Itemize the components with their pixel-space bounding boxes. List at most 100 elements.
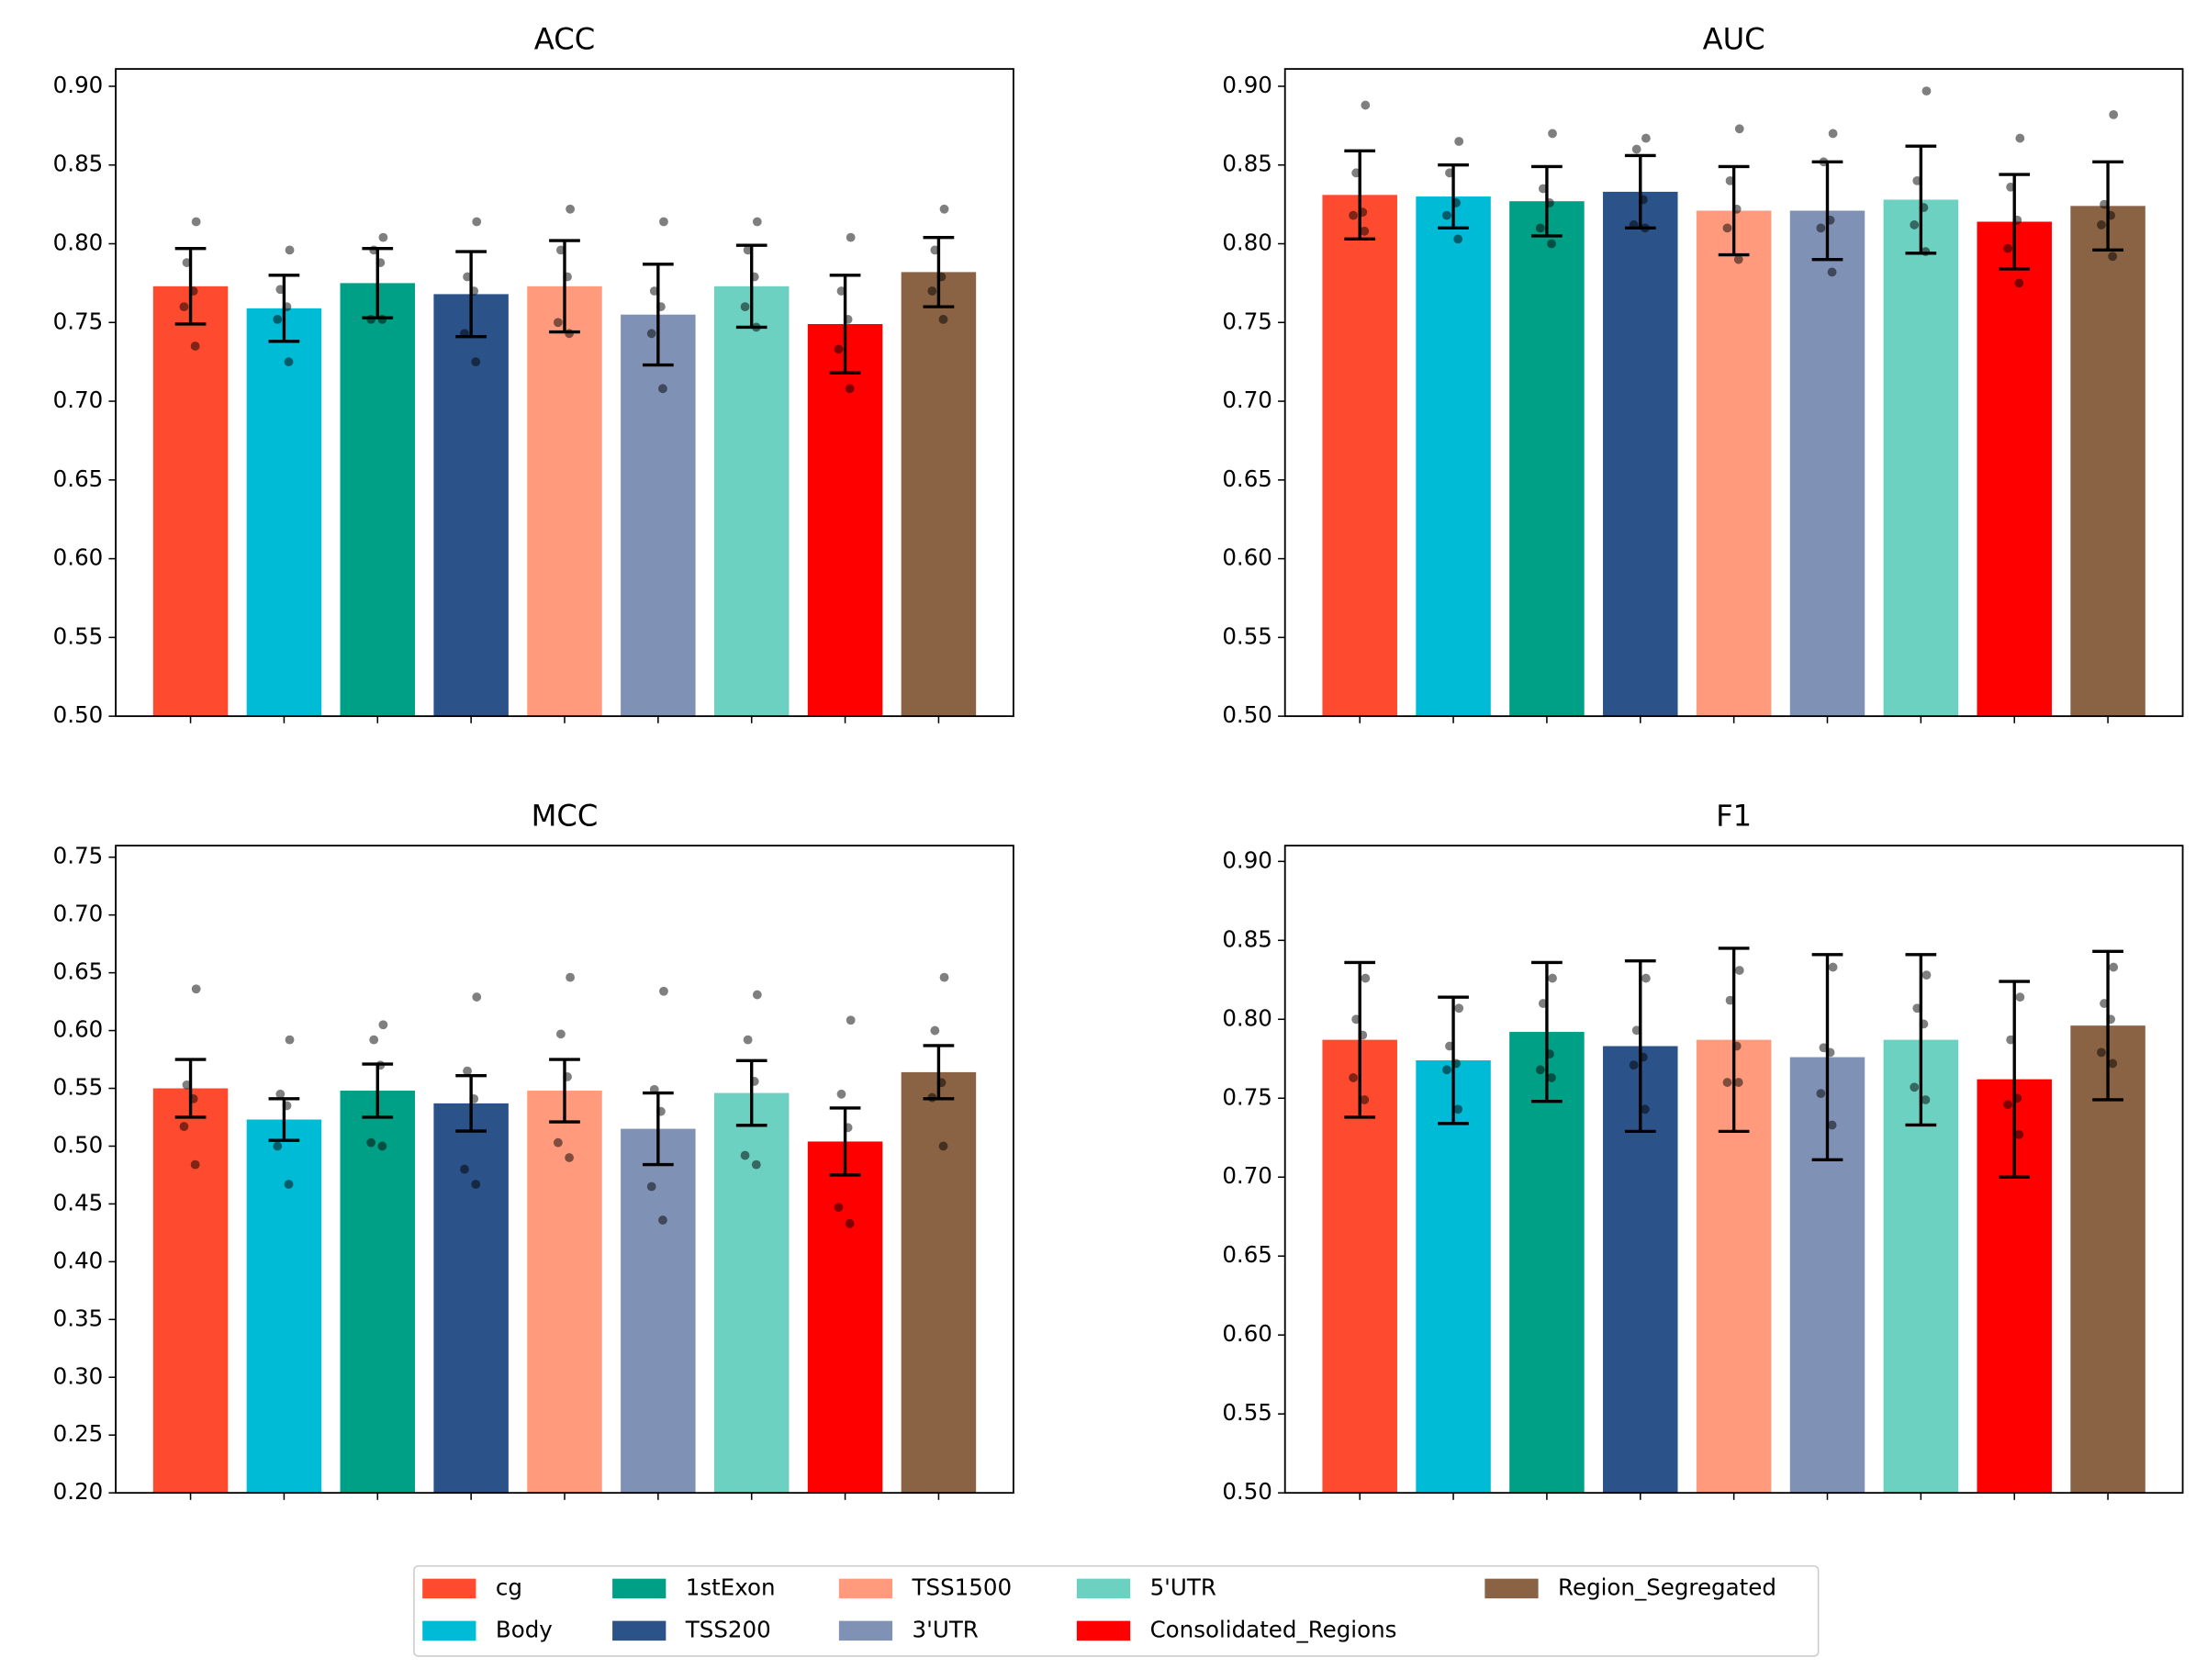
legend: cg Body 1stExon TSS200 TSS1500 3'UTR 5'UTR Cons… <box>413 1565 1820 1657</box>
data-point <box>1454 137 1464 146</box>
y-tick-label: 0.80 <box>53 230 104 256</box>
bar-Body <box>1416 196 1491 717</box>
data-point <box>1910 1082 1920 1092</box>
data-point <box>284 1180 294 1189</box>
data-point <box>740 302 750 312</box>
data-point <box>846 1015 856 1025</box>
data-point <box>460 1164 469 1174</box>
error-bar <box>1999 980 2031 1179</box>
error-bar <box>174 1058 207 1119</box>
data-point <box>1361 100 1371 110</box>
error-bar <box>1438 163 1469 230</box>
legend-label: 3'UTR <box>913 1616 979 1642</box>
error-bar <box>362 1062 394 1119</box>
bar-Body <box>246 1119 322 1494</box>
data-point <box>2003 1100 2012 1110</box>
data-point <box>836 1089 846 1099</box>
data-point <box>1640 1104 1650 1114</box>
error-bar <box>1624 153 1656 230</box>
bar-TSS1500 <box>527 286 602 717</box>
data-point <box>1827 1120 1837 1130</box>
legend-label: cg <box>496 1574 522 1600</box>
data-point <box>471 1180 481 1189</box>
data-point <box>1629 1060 1639 1070</box>
y-tick-label: 0.90 <box>1222 846 1272 873</box>
data-point <box>285 245 295 255</box>
data-point <box>565 1153 574 1162</box>
data-point <box>2109 962 2119 972</box>
y-tick-label: 0.50 <box>53 701 104 728</box>
bar-Body <box>246 308 322 717</box>
bar-1stExon <box>1509 1032 1585 1494</box>
legend-item-5-utr: 5'UTR <box>1076 1574 1216 1600</box>
y-tick-label: 0.80 <box>1222 230 1272 256</box>
data-point <box>1910 220 1920 230</box>
y-tick-label: 0.75 <box>53 843 104 869</box>
bar-TSS1500 <box>1696 210 1772 717</box>
data-point <box>2097 1047 2106 1058</box>
legend-swatch <box>1076 1578 1131 1599</box>
data-point <box>1641 973 1651 983</box>
data-point <box>1535 1065 1545 1075</box>
data-point <box>659 986 668 996</box>
subplot-title: F1 <box>1716 799 1752 834</box>
bar-Region_Segregated <box>901 272 977 717</box>
data-point <box>1733 254 1743 264</box>
data-point <box>463 1066 472 1076</box>
error-bar <box>1531 164 1563 238</box>
data-point <box>1722 1078 1732 1087</box>
data-point <box>1360 226 1370 236</box>
data-point <box>834 1203 844 1213</box>
data-point <box>2003 243 2012 253</box>
data-point <box>2015 992 2025 1002</box>
bar-cg <box>152 286 229 717</box>
error-bar <box>735 1058 767 1127</box>
error-bar <box>2092 160 2123 252</box>
y-tick-label: 0.55 <box>53 1074 104 1101</box>
bar-TSS200 <box>433 294 509 717</box>
error-bar <box>1811 160 1843 262</box>
y-tick-label: 0.85 <box>53 151 104 177</box>
error-bar <box>268 274 300 343</box>
data-point <box>179 302 189 312</box>
y-tick-label: 0.60 <box>1222 544 1272 571</box>
legend-label: TSS1500 <box>912 1574 1012 1600</box>
data-point <box>938 1141 948 1151</box>
legend-item-1stexon: 1stExon <box>612 1574 776 1600</box>
data-point <box>939 204 949 214</box>
legend-item-consolidated-regions: Consolidated_Regions <box>1076 1616 1396 1642</box>
error-bar <box>1438 995 1469 1126</box>
data-point <box>472 217 482 227</box>
data-point <box>471 357 481 367</box>
legend-label: TSS200 <box>685 1616 771 1642</box>
data-point <box>659 217 668 227</box>
data-point <box>2015 133 2025 143</box>
y-tick-label: 0.25 <box>53 1420 104 1447</box>
data-point <box>553 318 563 328</box>
subplot-auc: AUC 0.50 0.55 0.60 0.65 0.70 0.75 0.80 0.85 0.90 <box>1222 22 2184 728</box>
data-point <box>939 972 949 982</box>
bar-Consolidated_Regions <box>807 1141 883 1494</box>
data-point <box>1734 966 1744 975</box>
y-tick-label: 0.55 <box>53 622 104 649</box>
error-bar <box>642 1091 674 1167</box>
data-point <box>1827 267 1837 277</box>
error-bar <box>923 1044 955 1101</box>
data-point <box>1548 129 1557 139</box>
data-point <box>1816 223 1826 233</box>
data-point <box>566 204 576 214</box>
error-bar <box>174 246 207 326</box>
error-bar <box>1905 953 1937 1127</box>
legend-swatch <box>422 1620 476 1641</box>
legend-item-region-segregated: Region_Segregated <box>1484 1574 1776 1600</box>
bar-Region_Segregated <box>2070 206 2145 717</box>
bar-Region_Segregated <box>2070 1025 2145 1494</box>
data-point <box>377 1141 387 1151</box>
data-point <box>2014 278 2024 288</box>
legend-item-cg: cg <box>422 1574 522 1600</box>
subplot-acc: ACC 0.50 0.55 0.60 0.65 0.70 0.75 0.80 0.85 0.90 <box>53 22 1014 728</box>
data-point <box>1816 1089 1826 1099</box>
data-point <box>1828 129 1838 139</box>
subplot-title: AUC <box>1703 22 1765 57</box>
